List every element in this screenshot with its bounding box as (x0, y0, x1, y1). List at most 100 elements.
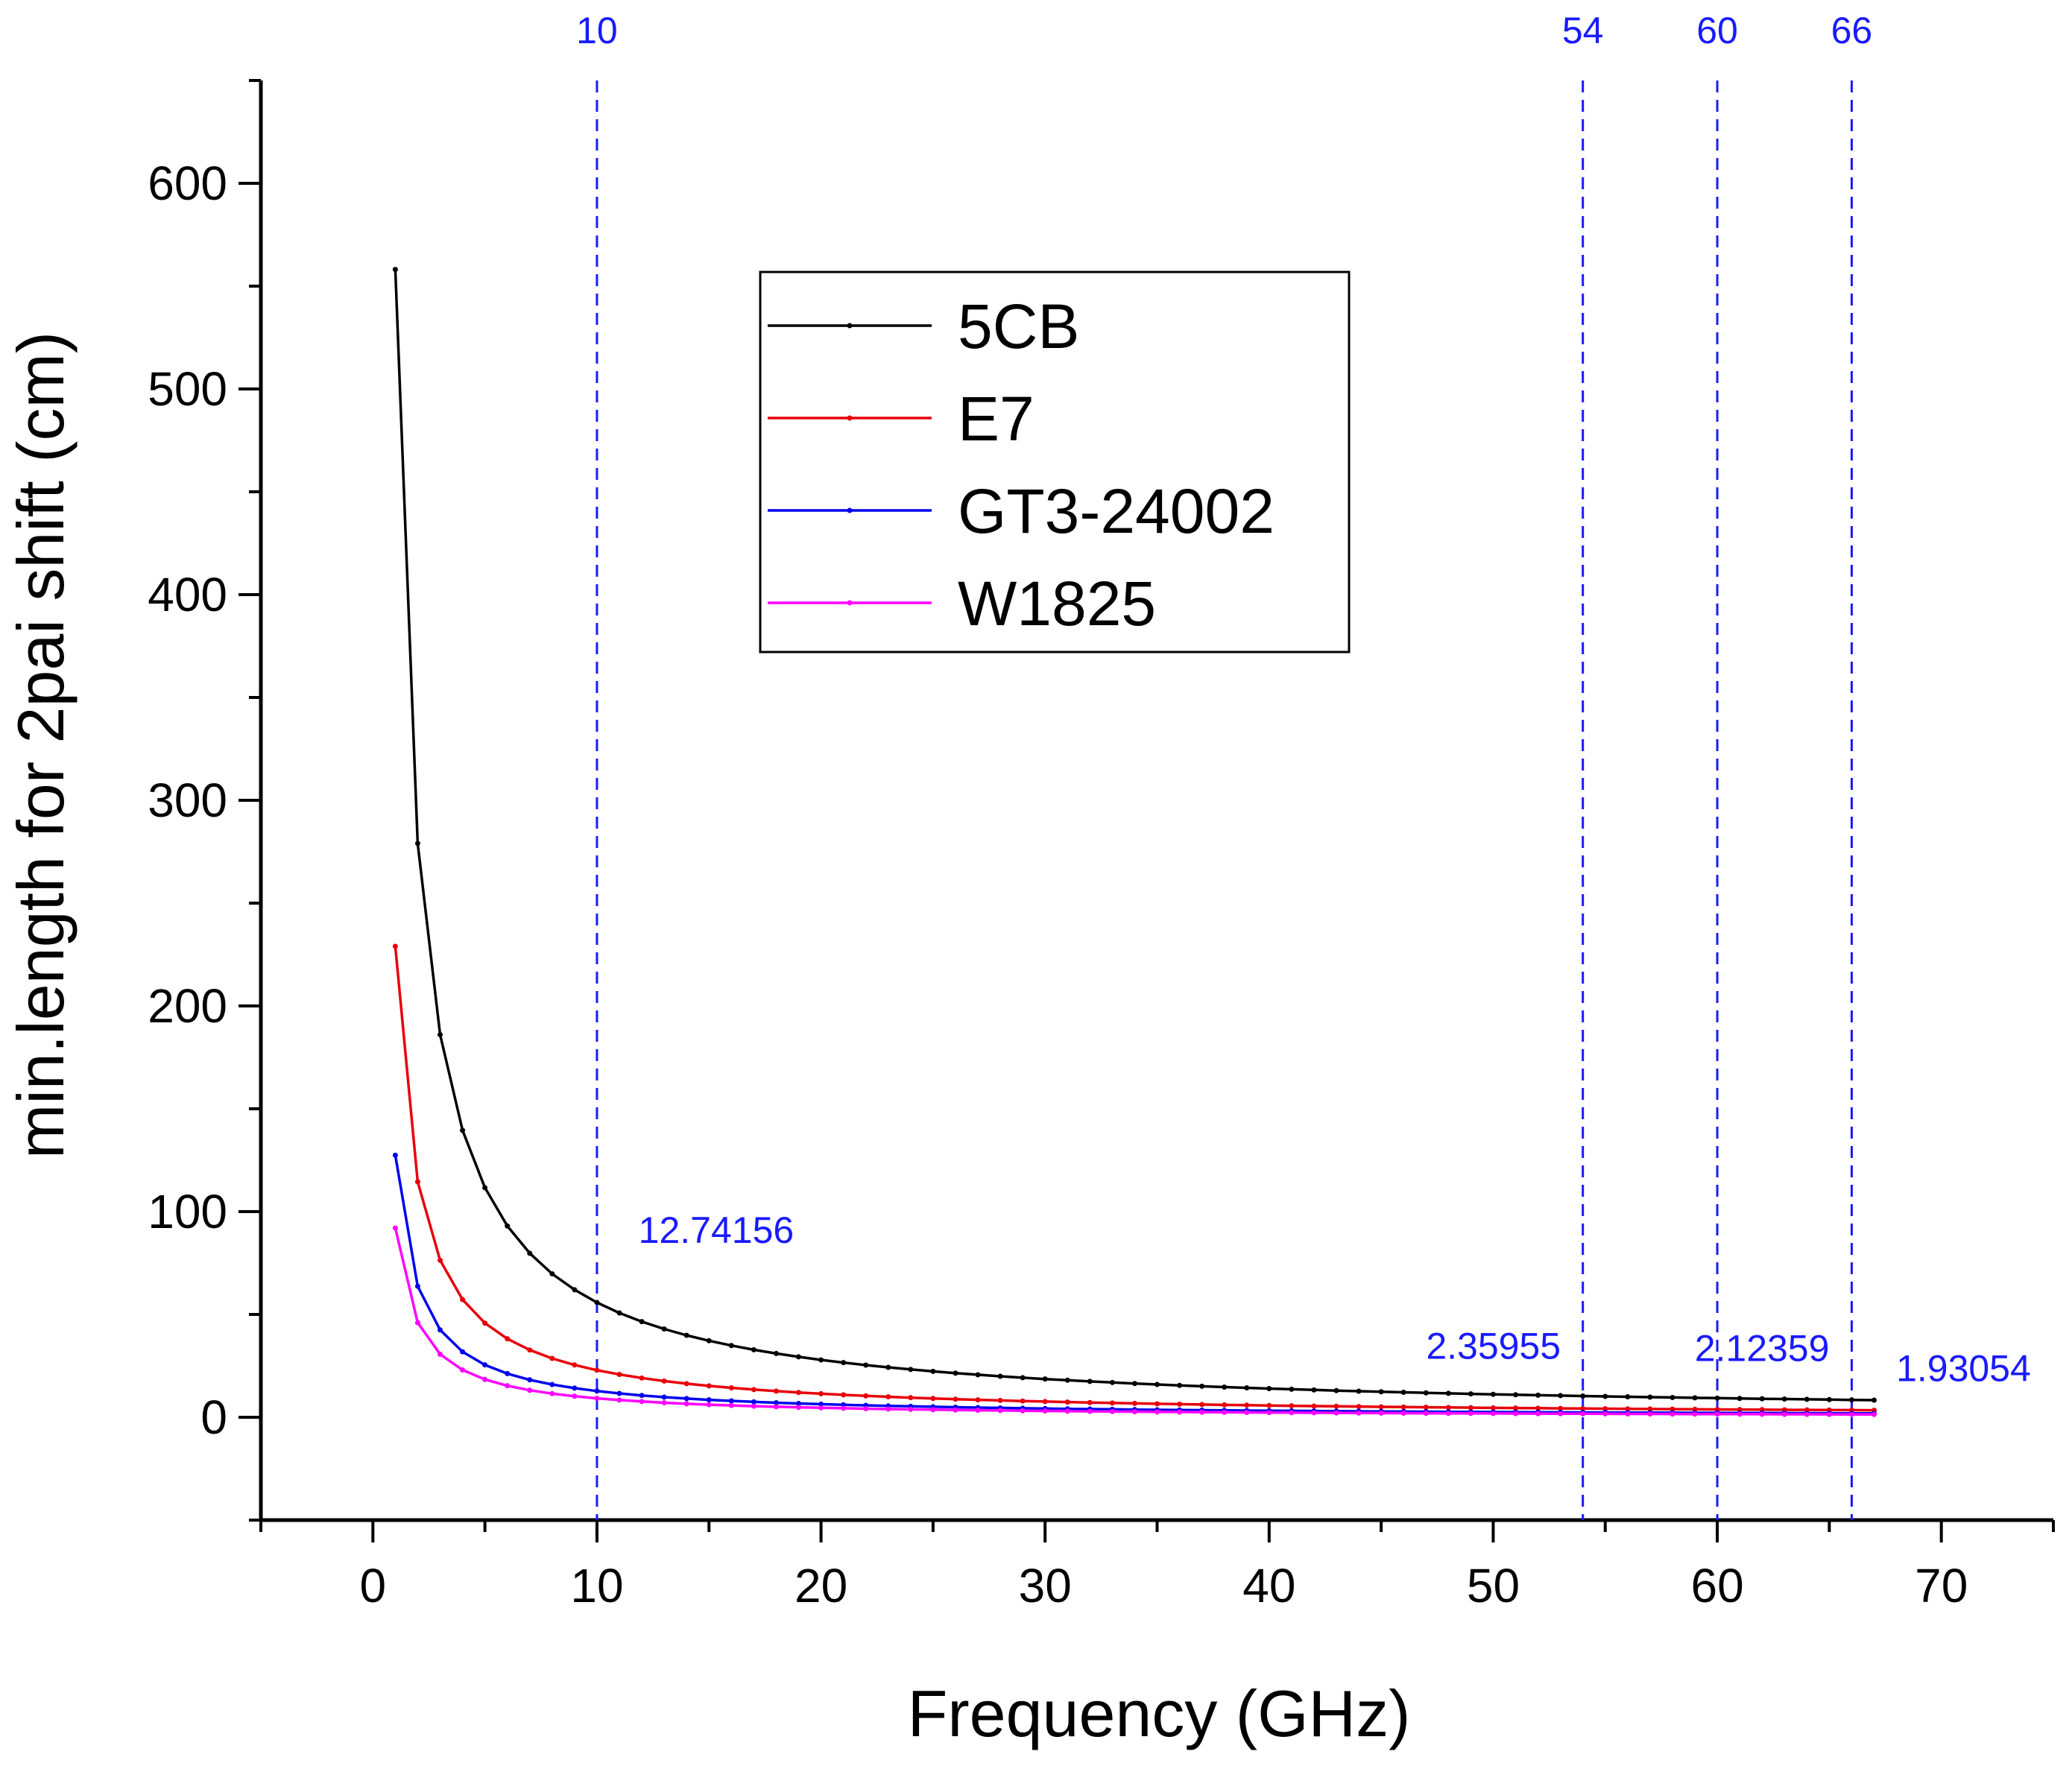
data-point (1155, 1409, 1160, 1415)
data-point (1378, 1410, 1384, 1416)
data-point (1513, 1405, 1518, 1411)
data-point (1445, 1411, 1451, 1417)
data-point (1826, 1396, 1832, 1402)
data-point (616, 1397, 622, 1403)
data-point (1131, 1409, 1137, 1415)
data-point (1177, 1401, 1183, 1407)
data-point (863, 1405, 869, 1411)
data-point (1490, 1405, 1496, 1411)
data-point (460, 1297, 466, 1303)
data-point (1714, 1411, 1720, 1417)
data-point (392, 1225, 398, 1231)
data-point (1490, 1391, 1496, 1397)
data-point (1670, 1394, 1675, 1400)
data-point (527, 1377, 533, 1383)
data-point (1558, 1393, 1564, 1399)
data-point (1625, 1393, 1631, 1399)
data-point (953, 1407, 958, 1413)
data-point (505, 1370, 511, 1376)
data-point (594, 1396, 600, 1402)
data-point (728, 1384, 734, 1390)
data-point (818, 1357, 824, 1363)
data-point (1109, 1408, 1115, 1414)
data-point (885, 1406, 891, 1412)
data-point (594, 1388, 600, 1394)
data-point (1804, 1396, 1810, 1402)
data-point (1131, 1400, 1137, 1406)
y-axis-title: min.length for 2pai shift (cm) (4, 332, 78, 1159)
legend-label: GT3-24002 (958, 476, 1275, 546)
data-point (460, 1367, 466, 1373)
data-point (1781, 1396, 1787, 1402)
y-tick-label: 400 (148, 568, 227, 621)
y-tick-label: 500 (148, 362, 227, 416)
data-point (863, 1393, 869, 1399)
data-point (1244, 1402, 1250, 1408)
data-point (1087, 1399, 1093, 1405)
data-point (1042, 1399, 1048, 1405)
data-point (908, 1367, 914, 1373)
x-tick-label: 40 (1242, 1559, 1295, 1612)
legend-label: E7 (958, 384, 1035, 454)
data-point (997, 1397, 1003, 1403)
data-point (438, 1032, 443, 1038)
data-point (1333, 1410, 1339, 1416)
series-layer (392, 267, 1877, 1417)
legend-marker (847, 507, 853, 513)
reference-lines: 10 54 60 66 12.74156 2.35955 2.12359 1.93054 (576, 10, 2031, 1520)
data-point (438, 1327, 443, 1333)
data-point (997, 1408, 1003, 1414)
data-point (863, 1362, 869, 1368)
x-tick-label: 70 (1915, 1559, 1968, 1612)
data-point (1872, 1397, 1877, 1403)
data-point (616, 1310, 622, 1316)
data-point (1513, 1392, 1518, 1398)
data-point (1356, 1410, 1362, 1416)
legend-marker (847, 415, 853, 421)
data-point (953, 1370, 958, 1376)
data-point (1378, 1404, 1384, 1410)
data-point (661, 1399, 667, 1405)
reference-line-label: 54 (1562, 10, 1604, 51)
y-tick-label: 200 (148, 979, 227, 1033)
data-point (841, 1405, 847, 1411)
data-point (1737, 1411, 1743, 1417)
data-point (1199, 1402, 1205, 1408)
data-point (1535, 1411, 1541, 1417)
data-point (1109, 1379, 1115, 1385)
data-point (1400, 1404, 1406, 1410)
data-point (1759, 1411, 1765, 1417)
legend: 5CB E7 GT3-24002 W1825 (759, 270, 1351, 653)
data-point (1602, 1411, 1608, 1417)
data-point (392, 943, 398, 949)
series-line-e7 (394, 946, 1874, 1412)
data-point (1714, 1395, 1720, 1401)
legend-marker (847, 323, 853, 329)
data-point (1625, 1411, 1631, 1417)
reference-value-label: 2.35955 (1426, 1325, 1561, 1367)
x-axis-title: Frequency (GHz) (908, 1677, 1411, 1750)
data-point (930, 1368, 936, 1374)
x-tick-label: 30 (1019, 1559, 1072, 1612)
data-point (1266, 1402, 1272, 1408)
data-point (1042, 1408, 1048, 1414)
data-point (549, 1382, 555, 1387)
data-point (1513, 1411, 1518, 1417)
data-point (482, 1320, 488, 1326)
data-point (1244, 1385, 1250, 1391)
data-point (683, 1381, 689, 1387)
data-point (438, 1257, 443, 1263)
data-point (460, 1349, 466, 1355)
data-point (1468, 1411, 1474, 1417)
data-point (953, 1396, 958, 1402)
data-point (1625, 1406, 1631, 1412)
data-point (796, 1354, 801, 1360)
data-point (683, 1401, 689, 1407)
data-point (527, 1250, 533, 1256)
data-point (1311, 1387, 1317, 1393)
data-point (527, 1387, 533, 1393)
data-point (773, 1350, 779, 1356)
data-point (751, 1399, 757, 1405)
data-point (1826, 1411, 1832, 1417)
